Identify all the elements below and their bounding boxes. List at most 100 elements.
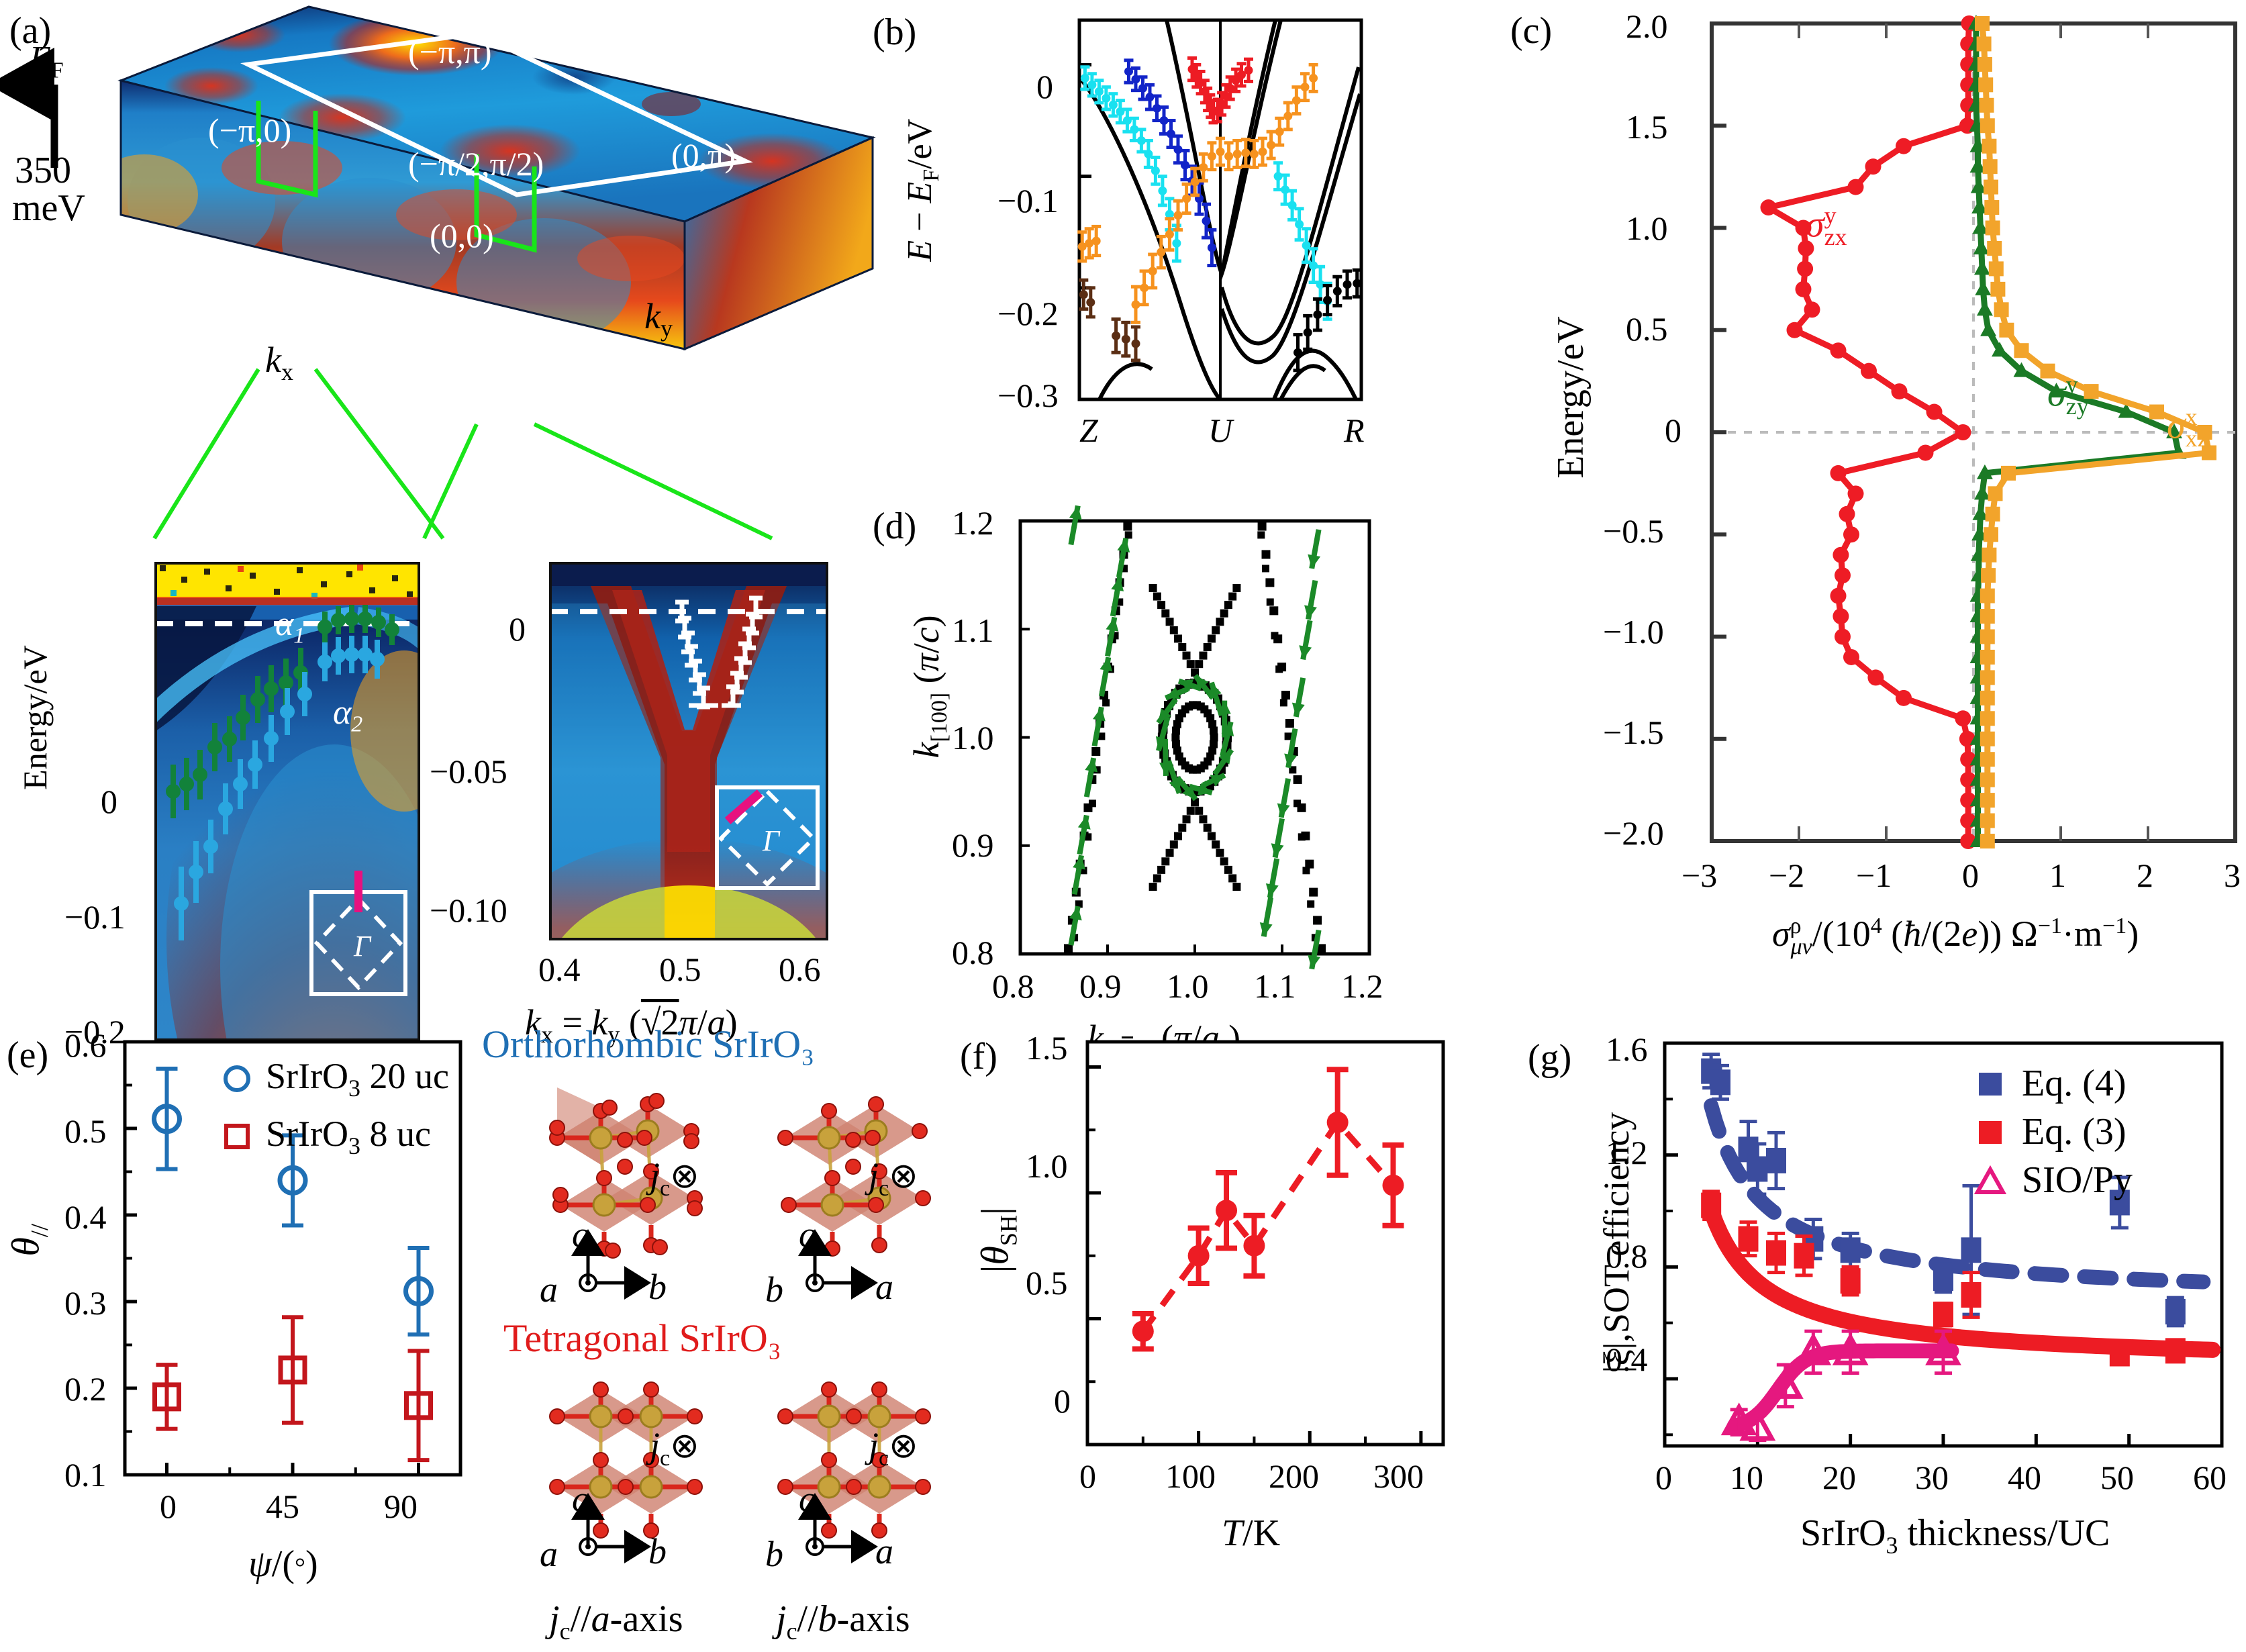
panel-e-xlabel: ψ/(°) [248,1543,318,1585]
struct-tetra-left [549,1381,703,1539]
fs-marker [1216,848,1224,857]
fs-marker [1302,867,1310,875]
spin-arrow [1277,778,1291,818]
axes-tetra-left [571,1493,651,1563]
theta-sh-point [1243,1234,1265,1257]
fs-marker [1178,823,1187,832]
panel-f-label: (f) [960,1036,997,1077]
ky-axis-label: ky [644,296,673,342]
fs-marker [1212,840,1220,849]
fs-marker [1157,865,1166,874]
spin-arrow [1177,678,1202,692]
fs-marker [1281,691,1290,700]
spin-arrow [1265,858,1280,898]
series-SrIrO3 8 uc [152,1315,433,1463]
panel-c-label-sigma-zy: σyzy [2047,371,2089,420]
fs-marker [1161,609,1170,618]
spin-arrow [1068,505,1082,546]
kx-axis-label: kx [265,340,293,385]
fs-marker [1174,832,1183,840]
inset-right-ytick-1: −0.05 [430,752,507,790]
panel-c-ylabel: Energy/eV [1550,316,1592,479]
panel-e-legend-label-1: SrIrO3 8 uc [266,1113,431,1159]
fs-marker [1257,531,1265,539]
spin-arrow [1071,855,1085,895]
fs-marker [1173,720,1181,728]
panel-e-ytick-3: 0.3 [64,1284,107,1322]
inset-right-cut-marker [724,789,763,824]
panel-e-plot [123,1040,462,1477]
panel-c-xticks [1798,23,2149,841]
panel-b-ytick-1: −0.1 [997,182,1059,220]
theta-sh-point [1132,1320,1154,1343]
brillouin-zone-outline [240,31,753,197]
svg-text:Γ: Γ [762,824,781,857]
axis-c-ortho-right: c [799,1214,815,1255]
fs-marker [1232,883,1241,891]
fs-marker [1120,565,1128,573]
fs-marker [1199,651,1208,660]
panel-f-ytick-2: 0.5 [1026,1264,1068,1302]
panel-d-xtick-0: 0.8 [992,967,1034,1005]
panel-g-ytick-2: 0.8 [1606,1237,1648,1275]
fs-marker [1257,522,1267,531]
fs-marker [1064,944,1073,953]
inset-left-ytick-1: −0.1 [64,898,126,936]
panel-d-label: (d) [873,505,917,547]
axis-a-ortho-right: a [875,1267,893,1307]
axis-b-ortho-right: b [765,1269,783,1310]
spin-arrow [1308,529,1322,569]
fs-marker [1228,874,1237,883]
fs-marker [1317,944,1326,953]
panel-c-ytick-6: −1.0 [1603,613,1664,650]
panel-g-plot [1663,1041,2224,1448]
panel-c-label-sigma-xz: σxxz [2167,403,2208,452]
panel-c-ytick-0: 2.0 [1626,7,1668,45]
fs-marker [1084,833,1092,841]
panel-d-ytick-4: 0.8 [952,934,994,971]
panel-b-xtick-R: R [1344,411,1365,449]
panel-d-xtick-1: 0.9 [1079,967,1122,1005]
fs-marker [1269,606,1279,616]
spin-arrow [1189,783,1213,795]
axis-b-tetra-left: b [648,1531,667,1571]
fs-marker [1199,815,1208,824]
fs-marker [1210,733,1218,742]
fs-marker [1262,565,1270,573]
axes-ortho-right [798,1229,878,1300]
band-series-black-band [1293,268,1362,373]
fs-marker [1116,598,1124,606]
inset-left-ylabel: Energy/eV [16,645,54,790]
inset-right-ytick-2: −0.10 [430,891,507,929]
fs-marker [1165,848,1174,857]
spin-arrow [1068,906,1082,946]
fs-marker [1097,732,1106,740]
panel-a-label: (a) [9,10,52,52]
inset-left-alpha1-label: α1 [275,605,305,648]
sigma-curve-sigma^y_zy [1967,15,2187,847]
panel-c-xtick-2: −1 [1856,857,1892,894]
fs-marker [1157,601,1166,610]
spin-arrow [1110,577,1124,617]
panel-c-xtick-0: −3 [1681,857,1718,894]
legend-marker-circle [224,1065,250,1092]
caption-jc-a-axis: jc//a-axis [549,1598,683,1645]
axes-ortho-left [571,1229,651,1300]
structure-title-ortho: Orthorhombic SrIrO₃ [482,1022,815,1066]
panel-b-xtick-Z: Z [1079,411,1098,449]
panel-e-ytick-4: 0.2 [64,1370,107,1408]
green-guide-left [256,101,318,198]
panel-g-xtick-2: 20 [1822,1459,1856,1496]
fs-marker [1182,815,1191,824]
panel-f-ytick-3: 0 [1054,1382,1071,1420]
fs-marker [1224,865,1232,874]
zoom-cone-lines [152,368,773,540]
panel-c-ytick-4: 0 [1665,411,1681,449]
panel-g-xtick-1: 10 [1730,1459,1763,1496]
spin-arrow [1091,706,1106,747]
axis-b-ortho-left: b [648,1267,667,1307]
series-SrIrO3 20 uc [152,1066,434,1337]
fs-marker [1289,766,1297,774]
band-series-brown-band [1079,278,1140,362]
